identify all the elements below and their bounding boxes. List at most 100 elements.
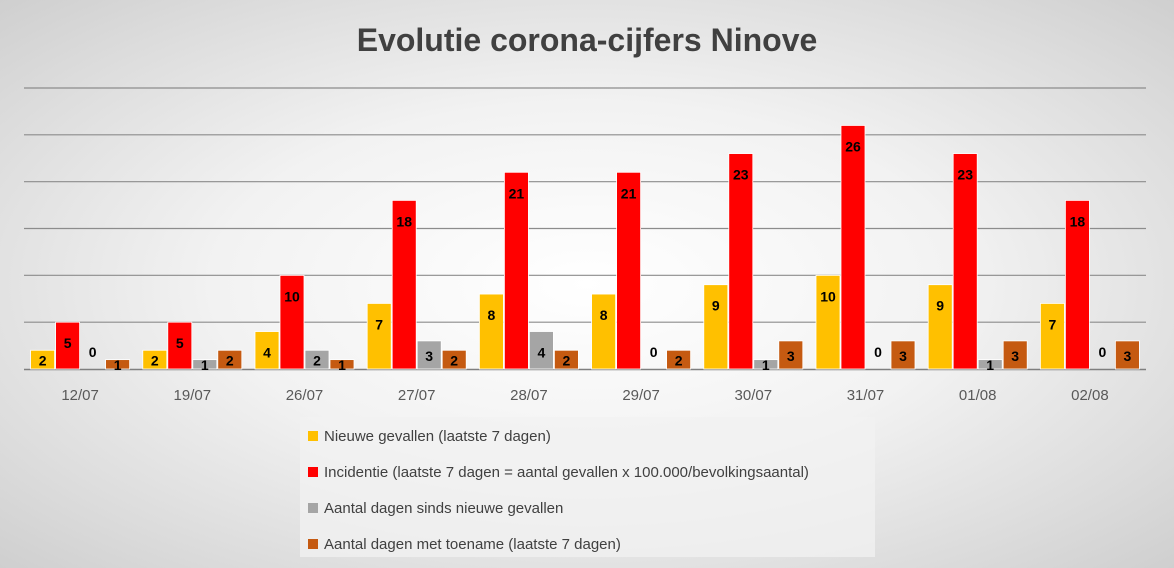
data-label: 4: [538, 345, 546, 361]
data-label: 1: [762, 357, 770, 373]
data-label: 21: [509, 185, 525, 201]
data-label: 0: [874, 344, 882, 360]
data-label: 9: [712, 298, 720, 314]
bar: [840, 125, 866, 370]
x-tick-label: 12/07: [61, 387, 99, 404]
data-label: 2: [450, 353, 458, 369]
data-label: 2: [39, 353, 47, 369]
bar: [1040, 303, 1065, 370]
data-label: 3: [899, 348, 907, 364]
legend-label: Nieuwe gevallen (laatste 7 dagen): [324, 427, 551, 445]
bar: [279, 274, 305, 370]
data-label: 3: [1124, 348, 1132, 364]
bar: [1115, 340, 1140, 370]
bar: [529, 331, 554, 370]
bar: [554, 349, 579, 370]
data-label: 10: [284, 288, 300, 304]
data-label: 10: [820, 288, 836, 304]
bar: [329, 359, 355, 370]
legend: Nieuwe gevallen (laatste 7 dagen) Inciden…: [300, 417, 875, 557]
x-tick-label: 26/07: [286, 387, 324, 404]
bar: [778, 340, 804, 370]
legend-label: Incidentie (laatste 7 dagen = aantal gev…: [324, 463, 809, 481]
data-label: 9: [936, 298, 944, 314]
data-label: 8: [600, 307, 608, 323]
data-label: 0: [89, 344, 97, 360]
data-label: 1: [201, 357, 209, 373]
bar: [105, 359, 130, 370]
data-label: 0: [1099, 344, 1107, 360]
legend-swatch: [308, 431, 318, 441]
legend-swatch: [308, 539, 318, 549]
bar: [666, 349, 691, 370]
data-label: 2: [675, 353, 683, 369]
bar: [441, 349, 467, 370]
x-tick-label: 27/07: [398, 387, 436, 404]
bar: [927, 284, 953, 370]
legend-item: Aantal dagen met toename (laatste 7 dage…: [308, 533, 621, 555]
data-label: 7: [375, 316, 383, 332]
bar: [167, 321, 193, 370]
bar: [591, 293, 616, 370]
x-tick-label: 01/08: [959, 387, 997, 404]
bar: [217, 349, 243, 370]
x-tick-label: 02/08: [1071, 387, 1109, 404]
chart-title: Evolutie corona-cijfers Ninove: [356, 22, 818, 58]
bar: [952, 153, 978, 370]
data-label: 2: [151, 353, 159, 369]
data-label: 18: [1070, 213, 1086, 229]
data-label: 3: [425, 348, 433, 364]
data-label: 21: [621, 185, 637, 201]
bar: [391, 199, 417, 370]
data-label: 4: [263, 345, 271, 361]
bar: [254, 331, 280, 370]
data-label: 1: [114, 357, 122, 373]
bar: [977, 359, 1003, 370]
data-label: 23: [733, 167, 749, 183]
bar: [753, 359, 779, 370]
x-tick-label: 30/07: [735, 387, 773, 404]
data-label: 2: [226, 353, 234, 369]
bar: [503, 171, 529, 370]
data-label: 3: [1011, 348, 1019, 364]
bar: [728, 153, 754, 370]
bar: [366, 303, 392, 370]
bar: [478, 293, 504, 370]
bar: [616, 171, 641, 370]
bar: [890, 340, 916, 370]
data-label: 18: [396, 213, 412, 229]
legend-item: Aantal dagen sinds nieuwe gevallen: [308, 497, 563, 519]
data-label: 7: [1049, 316, 1057, 332]
bar: [703, 284, 729, 370]
bar: [304, 349, 330, 370]
data-label: 23: [957, 167, 973, 183]
x-tick-label: 31/07: [847, 387, 885, 404]
data-label: 1: [986, 357, 994, 373]
bar: [55, 321, 80, 370]
bar: [142, 349, 168, 370]
legend-swatch: [308, 467, 318, 477]
data-label: 0: [650, 344, 658, 360]
bar: [1065, 199, 1090, 370]
bar: [30, 349, 56, 370]
data-label: 8: [488, 307, 496, 323]
data-label: 5: [176, 335, 184, 351]
x-tick-label: 29/07: [622, 387, 660, 404]
data-label: 2: [313, 353, 321, 369]
bar: [1002, 340, 1028, 370]
legend-label: Aantal dagen met toename (laatste 7 dage…: [324, 535, 621, 553]
data-label: 5: [64, 335, 72, 351]
bar: [192, 359, 218, 370]
bar: [815, 274, 841, 370]
legend-label: Aantal dagen sinds nieuwe gevallen: [324, 499, 564, 517]
legend-item: Incidentie (laatste 7 dagen = aantal gev…: [308, 461, 809, 483]
legend-item: Nieuwe gevallen (laatste 7 dagen): [308, 425, 551, 447]
bar: [416, 340, 442, 370]
data-label: 1: [338, 357, 346, 373]
x-tick-label: 28/07: [510, 387, 548, 404]
data-label: 3: [787, 348, 795, 364]
legend-swatch: [308, 503, 318, 513]
data-label: 2: [563, 353, 571, 369]
x-tick-label: 19/07: [174, 387, 212, 404]
